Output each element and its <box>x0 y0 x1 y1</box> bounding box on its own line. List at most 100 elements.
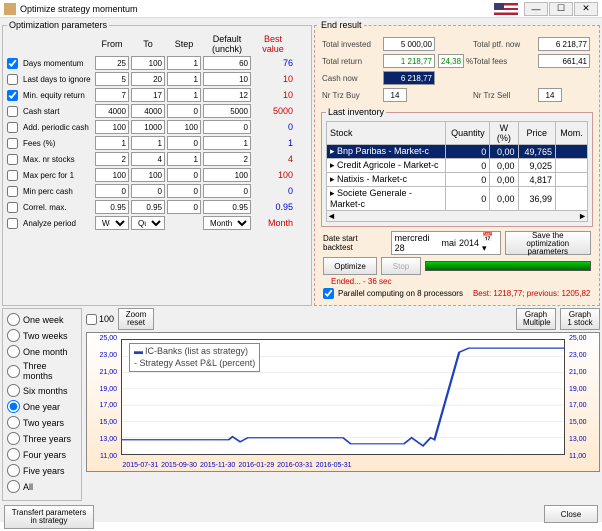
step-7[interactable] <box>167 168 201 182</box>
use-1[interactable] <box>7 74 18 85</box>
use-7[interactable] <box>7 170 18 181</box>
table-row[interactable]: ▸ Credit Agricole - Market-c00,009,025 <box>327 159 588 173</box>
analyze-p2[interactable]: Quarte <box>131 216 165 230</box>
to-5[interactable] <box>131 136 165 150</box>
optimize-button[interactable]: Optimize <box>323 257 377 275</box>
total-return[interactable] <box>383 54 435 68</box>
def-6[interactable] <box>203 152 251 166</box>
use-0[interactable] <box>7 58 18 69</box>
to-3[interactable] <box>131 104 165 118</box>
analyze-p1[interactable]: Week <box>95 216 129 230</box>
cash-now[interactable] <box>383 71 435 85</box>
period-9[interactable] <box>7 464 20 477</box>
def-0[interactable] <box>203 56 251 70</box>
cb-100[interactable] <box>86 314 97 325</box>
from-3[interactable] <box>95 104 129 118</box>
use-8[interactable] <box>7 186 18 197</box>
step-1[interactable] <box>167 72 201 86</box>
zoom-reset-button[interactable]: Zoom reset <box>118 308 154 330</box>
step-9[interactable] <box>167 200 201 214</box>
table-row[interactable]: ▸ Bnp Paribas - Market-c00,0049,765 <box>327 145 588 159</box>
period-4[interactable] <box>7 384 20 397</box>
def-4[interactable] <box>203 120 251 134</box>
period-5[interactable] <box>7 400 20 413</box>
table-row[interactable]: ▸ Natixis - Market-c00,004,817 <box>327 173 588 187</box>
graph-multiple-button[interactable]: Graph Multiple <box>516 308 556 330</box>
to-0[interactable] <box>131 56 165 70</box>
step-2[interactable] <box>167 88 201 102</box>
trz-sell[interactable] <box>538 88 562 102</box>
def-1[interactable] <box>203 72 251 86</box>
period-1[interactable] <box>7 329 20 342</box>
date-picker[interactable]: mercredi 28 mai 2014 📅▾ <box>391 231 501 255</box>
col-w[interactable]: W (%) <box>490 122 518 145</box>
step-6[interactable] <box>167 152 201 166</box>
total-invested[interactable] <box>383 37 435 51</box>
scroll-left-icon[interactable]: ◄ <box>327 211 336 221</box>
period-3[interactable] <box>7 365 20 378</box>
def-9[interactable] <box>203 200 251 214</box>
step-5[interactable] <box>167 136 201 150</box>
minimize-button[interactable]: — <box>524 2 548 16</box>
step-8[interactable] <box>167 184 201 198</box>
stop-button: Stop <box>381 257 421 275</box>
from-8[interactable] <box>95 184 129 198</box>
def-7[interactable] <box>203 168 251 182</box>
to-9[interactable] <box>131 200 165 214</box>
use-analyze-period[interactable] <box>7 218 18 229</box>
close-window-button[interactable]: ✕ <box>574 2 598 16</box>
col-qty[interactable]: Quantity <box>446 122 490 145</box>
period-0[interactable] <box>7 313 20 326</box>
to-2[interactable] <box>131 88 165 102</box>
from-6[interactable] <box>95 152 129 166</box>
from-1[interactable] <box>95 72 129 86</box>
from-9[interactable] <box>95 200 129 214</box>
step-4[interactable] <box>167 120 201 134</box>
period-6[interactable] <box>7 416 20 429</box>
use-3[interactable] <box>7 106 18 117</box>
total-return-pct[interactable] <box>438 54 464 68</box>
period-10[interactable] <box>7 480 20 493</box>
maximize-button[interactable]: ☐ <box>549 2 573 16</box>
from-5[interactable] <box>95 136 129 150</box>
def-2[interactable] <box>203 88 251 102</box>
save-opt-params-button[interactable]: Save the optimization parameters <box>505 231 592 255</box>
from-0[interactable] <box>95 56 129 70</box>
period-2[interactable] <box>7 345 20 358</box>
chart[interactable]: 25,0023,0021,0019,0017,0015,0013,0011,00… <box>86 332 600 472</box>
from-7[interactable] <box>95 168 129 182</box>
param-label: Max perc for 1 <box>23 171 93 180</box>
step-0[interactable] <box>167 56 201 70</box>
trz-buy[interactable] <box>383 88 407 102</box>
use-6[interactable] <box>7 154 18 165</box>
to-1[interactable] <box>131 72 165 86</box>
to-7[interactable] <box>131 168 165 182</box>
step-3[interactable] <box>167 104 201 118</box>
graph-1-stock-button[interactable]: Graph 1 stock <box>560 308 600 330</box>
period-7[interactable] <box>7 432 20 445</box>
col-price[interactable]: Price <box>518 122 555 145</box>
from-2[interactable] <box>95 88 129 102</box>
close-button[interactable]: Close <box>544 505 598 523</box>
use-2[interactable] <box>7 90 18 101</box>
to-6[interactable] <box>131 152 165 166</box>
to-8[interactable] <box>131 184 165 198</box>
use-4[interactable] <box>7 122 18 133</box>
total-fees[interactable] <box>538 54 590 68</box>
use-5[interactable] <box>7 138 18 149</box>
from-4[interactable] <box>95 120 129 134</box>
period-8[interactable] <box>7 448 20 461</box>
def-3[interactable] <box>203 104 251 118</box>
analyze-default[interactable]: Month <box>203 216 251 230</box>
parallel-checkbox[interactable] <box>323 288 334 299</box>
use-9[interactable] <box>7 202 18 213</box>
table-row[interactable]: ▸ Societe Generale - Market-c00,0036,99 <box>327 187 588 211</box>
transfer-params-button[interactable]: Transfert parameters in strategy <box>4 505 94 529</box>
total-ptf-now[interactable] <box>538 37 590 51</box>
col-mom[interactable]: Mom. <box>555 122 587 145</box>
to-4[interactable] <box>131 120 165 134</box>
scroll-right-icon[interactable]: ► <box>578 211 587 221</box>
def-8[interactable] <box>203 184 251 198</box>
def-5[interactable] <box>203 136 251 150</box>
col-stock[interactable]: Stock <box>327 122 446 145</box>
